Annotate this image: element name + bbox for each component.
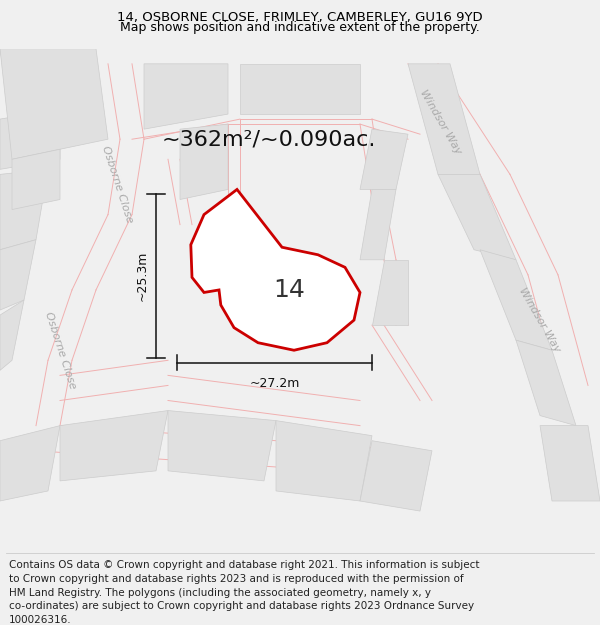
Polygon shape xyxy=(168,411,276,481)
Polygon shape xyxy=(360,441,432,511)
Text: ~27.2m: ~27.2m xyxy=(250,377,299,390)
Text: to Crown copyright and database rights 2023 and is reproduced with the permissio: to Crown copyright and database rights 2… xyxy=(9,574,464,584)
Text: 14: 14 xyxy=(273,278,305,302)
Text: ~362m²/~0.090ac.: ~362m²/~0.090ac. xyxy=(162,129,376,149)
Polygon shape xyxy=(0,169,48,250)
Polygon shape xyxy=(360,129,408,189)
Polygon shape xyxy=(276,421,372,501)
Polygon shape xyxy=(0,240,36,310)
Text: ~25.3m: ~25.3m xyxy=(136,251,149,301)
Text: Osborne Close: Osborne Close xyxy=(43,311,77,390)
Polygon shape xyxy=(191,189,360,350)
Text: Map shows position and indicative extent of the property.: Map shows position and indicative extent… xyxy=(120,21,480,34)
Polygon shape xyxy=(180,124,228,199)
Polygon shape xyxy=(240,64,360,114)
Text: co-ordinates) are subject to Crown copyright and database rights 2023 Ordnance S: co-ordinates) are subject to Crown copyr… xyxy=(9,601,474,611)
Polygon shape xyxy=(438,174,516,260)
Polygon shape xyxy=(12,149,60,209)
Polygon shape xyxy=(540,426,600,501)
Polygon shape xyxy=(360,189,396,260)
Polygon shape xyxy=(516,340,576,426)
Text: Contains OS data © Crown copyright and database right 2021. This information is : Contains OS data © Crown copyright and d… xyxy=(9,560,479,570)
Text: 100026316.: 100026316. xyxy=(9,615,71,625)
Polygon shape xyxy=(0,300,24,371)
Polygon shape xyxy=(60,411,168,481)
Polygon shape xyxy=(0,49,108,159)
Polygon shape xyxy=(408,64,480,174)
Text: Windsor Way: Windsor Way xyxy=(418,88,464,156)
Text: 14, OSBORNE CLOSE, FRIMLEY, CAMBERLEY, GU16 9YD: 14, OSBORNE CLOSE, FRIMLEY, CAMBERLEY, G… xyxy=(117,11,483,24)
Text: Osborne Close: Osborne Close xyxy=(100,144,134,224)
Text: Windsor Way: Windsor Way xyxy=(517,286,563,354)
Polygon shape xyxy=(372,260,408,325)
Polygon shape xyxy=(0,426,60,501)
Polygon shape xyxy=(0,49,60,119)
Polygon shape xyxy=(480,250,552,350)
Text: HM Land Registry. The polygons (including the associated geometry, namely x, y: HM Land Registry. The polygons (includin… xyxy=(9,588,431,598)
Polygon shape xyxy=(144,64,228,129)
Polygon shape xyxy=(0,109,60,169)
